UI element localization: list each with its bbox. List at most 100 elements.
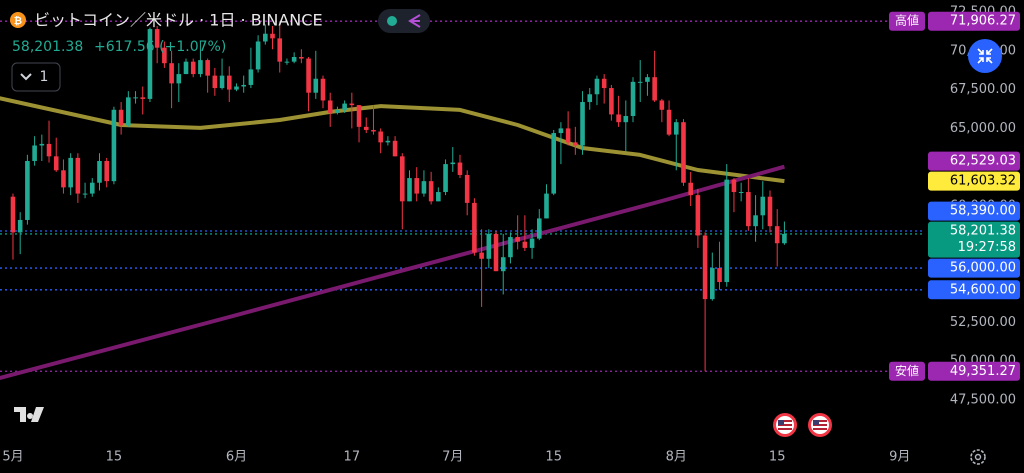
candle-body	[536, 218, 542, 239]
candle-body	[710, 268, 715, 300]
candle-body	[25, 160, 30, 220]
candle-body	[327, 100, 333, 113]
price-label-box	[928, 151, 1020, 171]
candle-body	[299, 57, 304, 59]
candle-body	[378, 131, 383, 143]
candle-body	[594, 78, 600, 95]
candle-body	[183, 61, 189, 75]
x-tick-label: 5月	[2, 450, 23, 465]
logo	[14, 407, 44, 422]
candle-body	[616, 114, 621, 123]
price-label-box	[928, 221, 1020, 258]
candle-body	[587, 94, 593, 103]
price-countdown: 19:27:58	[958, 240, 1016, 255]
candle-body	[39, 143, 45, 146]
candle-body	[753, 215, 758, 227]
candle-body	[421, 181, 427, 194]
price-label: 58,201.38	[950, 224, 1016, 239]
candle-body	[198, 60, 203, 75]
price-label-box	[928, 171, 1020, 191]
candle-body	[270, 33, 275, 39]
candle-body	[320, 78, 326, 101]
candle-body	[414, 178, 420, 194]
candle-body	[277, 38, 283, 62]
candle-body	[111, 109, 117, 182]
candle-body	[652, 77, 657, 101]
price-name-box	[889, 11, 925, 31]
price-label-box	[928, 280, 1020, 300]
candle-body	[637, 81, 643, 83]
event-icon[interactable]	[773, 413, 797, 437]
candle-body	[428, 181, 434, 202]
candle-body	[666, 109, 672, 135]
candle-body	[212, 75, 218, 89]
price-name: 高値	[895, 13, 919, 28]
candle-body	[104, 160, 110, 182]
candle-body	[529, 238, 535, 248]
candle-body	[371, 129, 376, 132]
price-label-box	[928, 201, 1020, 221]
coin-symbol: ₿	[14, 15, 22, 27]
candle-body	[695, 195, 701, 236]
price-label: 61,603.32	[950, 174, 1016, 189]
indicator-toggle[interactable]	[11, 62, 61, 92]
x-tick-label: 7月	[442, 450, 463, 465]
price-label: 71,906.27	[950, 14, 1016, 29]
candle-body	[17, 219, 23, 233]
price-label: 58,390.00	[950, 204, 1016, 219]
candle-body	[609, 88, 614, 115]
candle-body	[118, 109, 124, 126]
candle-body	[46, 143, 52, 157]
x-tick-label: 8月	[666, 450, 687, 465]
candle-body	[623, 115, 629, 123]
candle-body	[356, 105, 362, 127]
y-tick-label: 67,500.00	[950, 82, 1016, 97]
candle-body	[82, 193, 88, 195]
candle-body	[392, 140, 398, 157]
candle-body	[190, 61, 196, 75]
price-label: 54,600.00	[950, 282, 1016, 297]
moving-average-line	[0, 164, 785, 380]
price-change: +617.56 (+1.07%)	[94, 39, 226, 55]
candle-body	[580, 102, 585, 146]
candle-body	[544, 193, 549, 219]
candle-body	[147, 29, 153, 99]
candle-body	[284, 61, 290, 63]
candle-body	[89, 182, 95, 194]
settings-button[interactable]	[970, 449, 986, 465]
status-icon	[408, 14, 421, 28]
x-tick-label: 17	[344, 450, 361, 465]
candle-body	[443, 164, 448, 193]
status-pill[interactable]	[378, 9, 430, 33]
restore-button[interactable]	[968, 39, 1002, 73]
candle-body	[407, 178, 412, 202]
candle-body	[515, 237, 520, 242]
candle-body	[32, 145, 37, 161]
y-tick-label: 47,500.00	[950, 393, 1016, 408]
x-tick-label: 15	[769, 450, 786, 465]
y-tick-label: 52,500.00	[950, 315, 1016, 330]
event-icon[interactable]	[808, 413, 832, 437]
chevron	[20, 73, 32, 81]
candle-body	[75, 157, 81, 194]
x-tick-label: 15	[545, 450, 562, 465]
candle-body	[61, 170, 66, 188]
candle-body	[10, 196, 16, 233]
candle-body	[774, 226, 780, 244]
candle-body	[551, 133, 557, 194]
price-label: 49,351.27	[950, 364, 1016, 379]
candle-body	[702, 235, 708, 300]
candle-body	[263, 33, 268, 42]
candle-body	[133, 97, 138, 99]
price-label-box	[928, 258, 1020, 278]
y-tick-label: 65,000.00	[950, 121, 1016, 136]
candle-body	[738, 192, 744, 194]
candle-body	[522, 241, 528, 248]
price-name-box	[889, 361, 925, 381]
plot-area	[0, 20, 925, 380]
candle-body	[479, 252, 484, 259]
candle-body	[248, 69, 254, 85]
candle-body	[508, 237, 513, 258]
candle-body	[731, 179, 737, 193]
